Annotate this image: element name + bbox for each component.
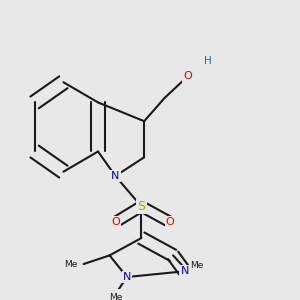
Text: O: O [111,217,120,227]
Text: Me: Me [190,261,204,270]
Text: N: N [180,266,189,276]
Text: Me: Me [64,260,78,268]
Text: S: S [137,200,145,213]
Text: N: N [123,272,131,282]
Text: O: O [166,217,175,227]
Text: H: H [204,56,212,66]
Text: N: N [111,171,120,181]
Text: Me: Me [109,293,122,300]
Text: O: O [183,71,192,82]
